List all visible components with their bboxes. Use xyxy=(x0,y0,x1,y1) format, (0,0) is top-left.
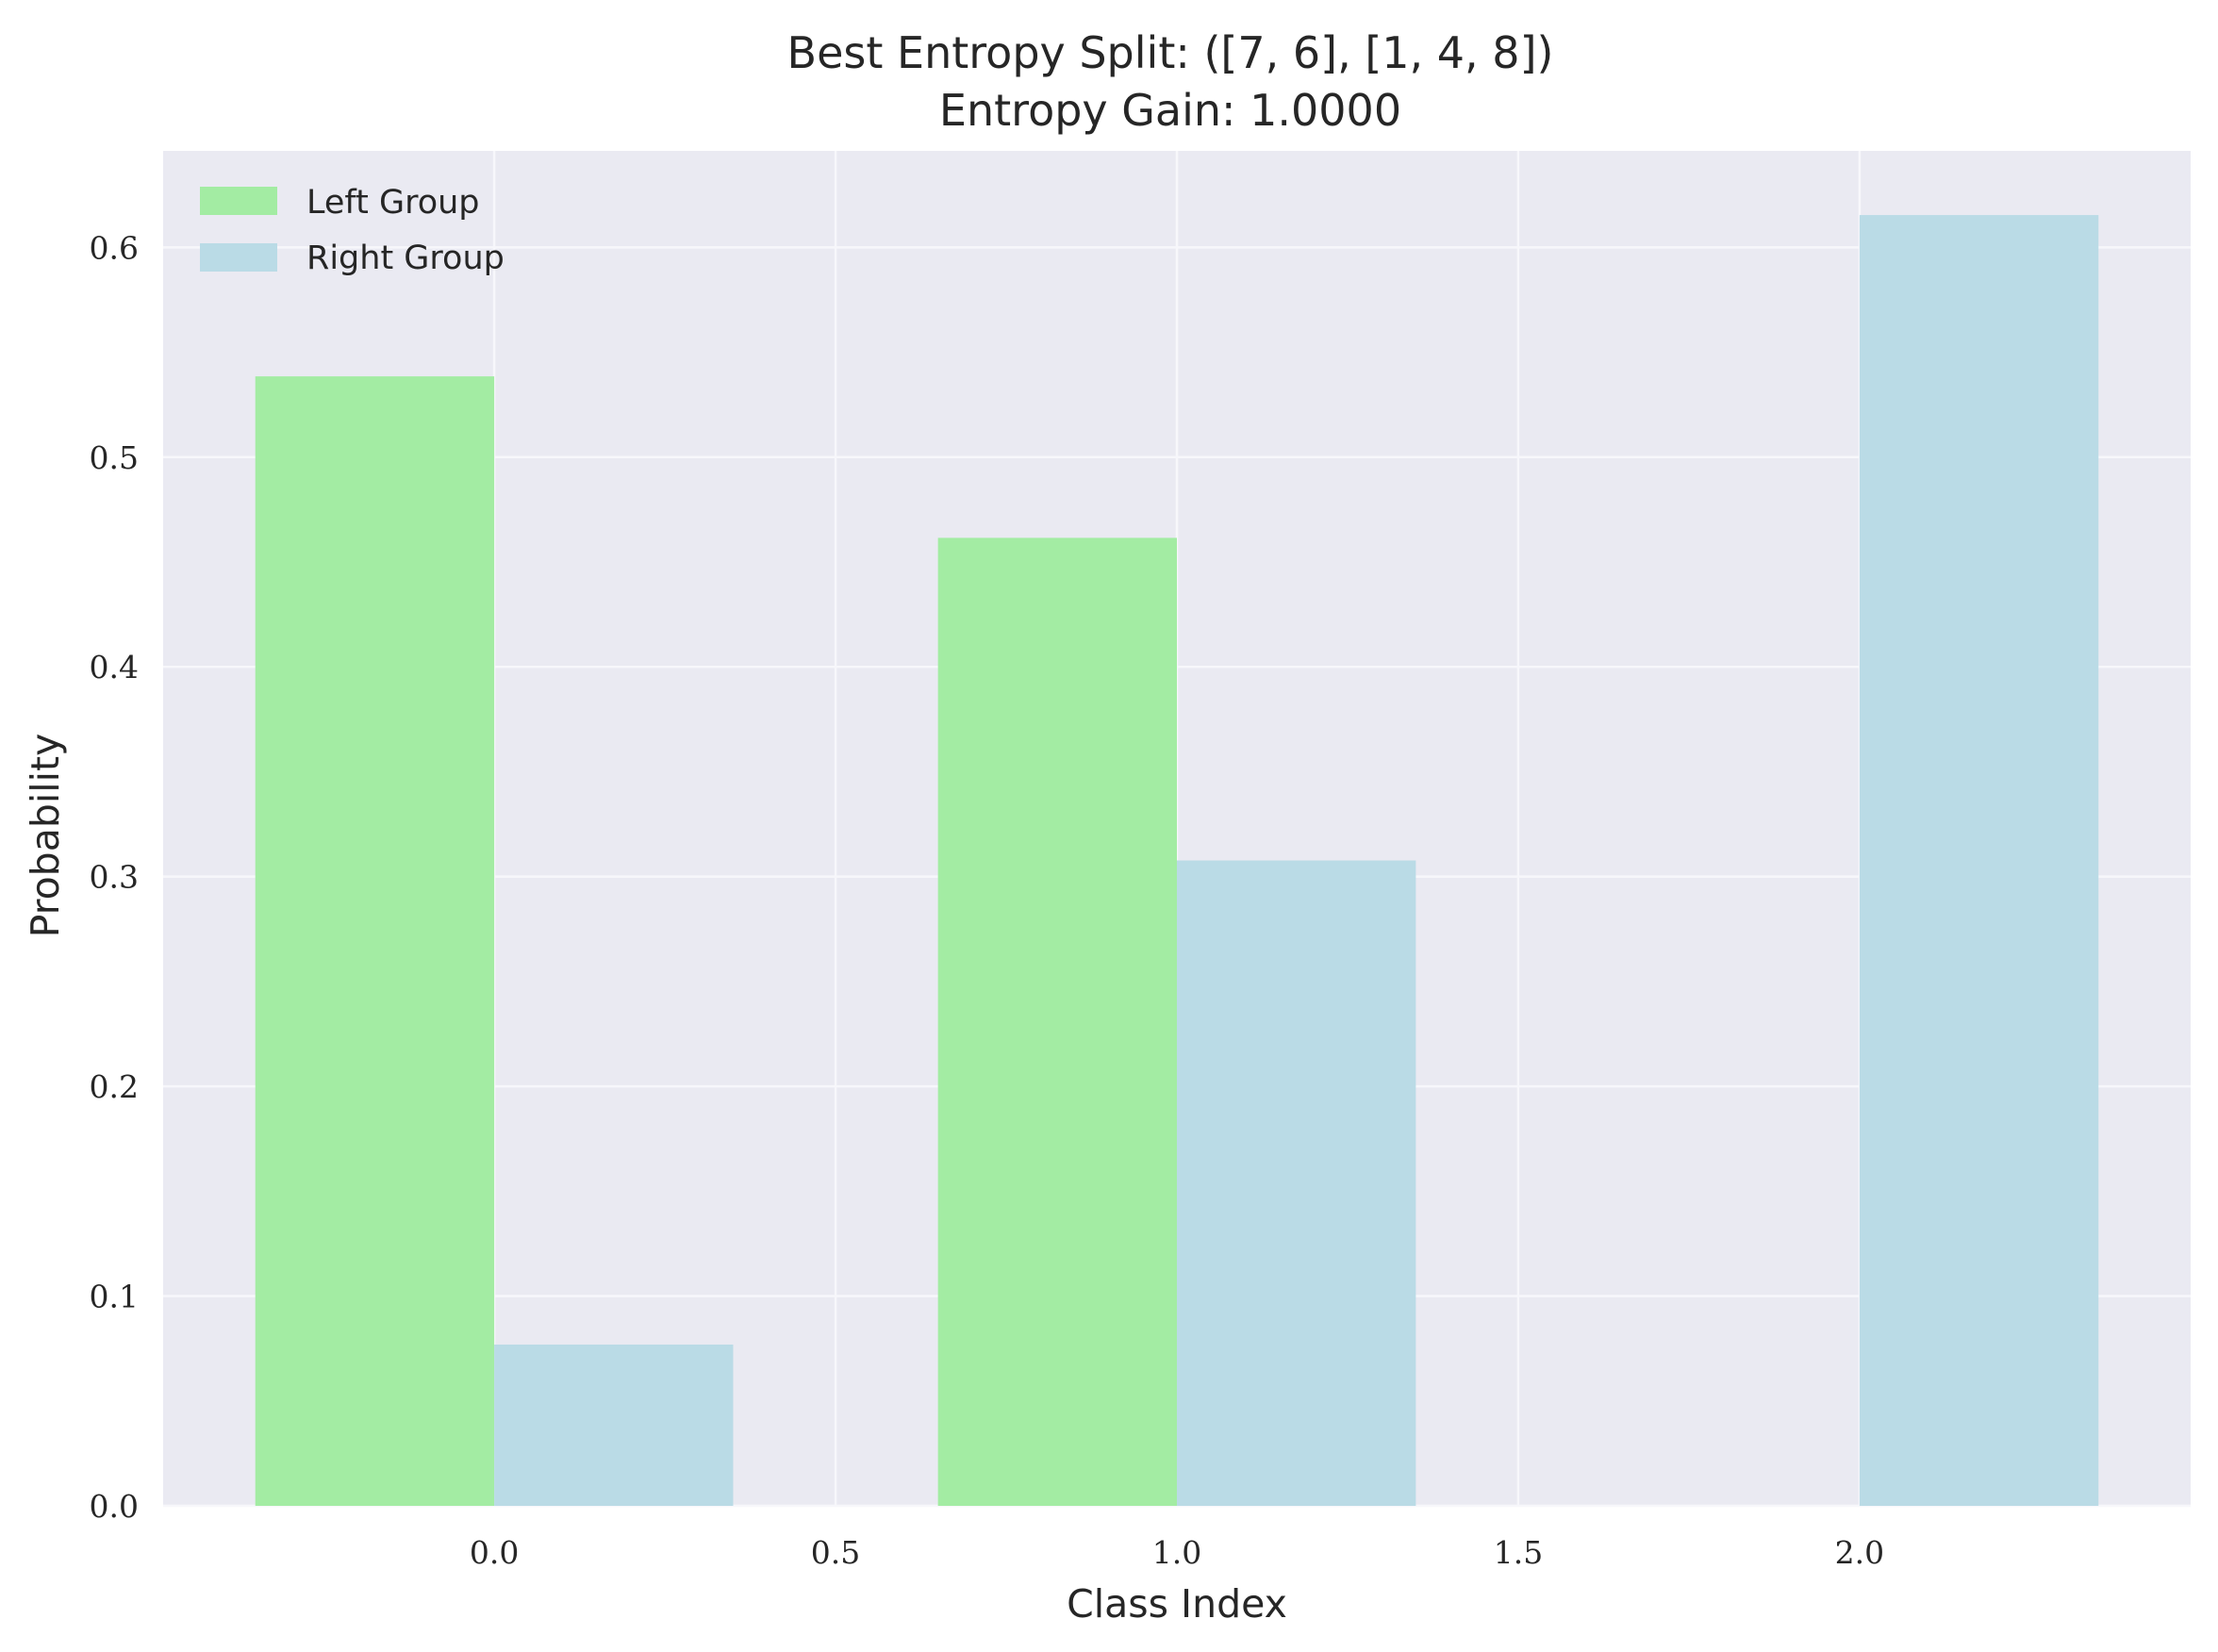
x-tick-label: 0.5 xyxy=(811,1534,860,1571)
chart-subtitle: Entropy Gain: 1.0000 xyxy=(939,85,1401,136)
bars xyxy=(255,215,2099,1507)
bar-right-group-0 xyxy=(494,1344,734,1506)
x-tick-label: 1.0 xyxy=(1152,1534,1201,1571)
legend-swatch-right-group xyxy=(200,243,277,272)
legend-label-right-group: Right Group xyxy=(306,240,505,277)
y-tick-label: 0.2 xyxy=(90,1068,139,1105)
bar-right-group-2 xyxy=(1859,215,2099,1507)
y-tick-label: 0.4 xyxy=(90,649,139,686)
y-axis-ticks: 0.0 0.1 0.2 0.3 0.4 0.5 0.6 xyxy=(90,229,139,1525)
chart-title: Best Entropy Split: ([7, 6], [1, 4, 8]) xyxy=(787,27,1554,78)
x-axis-ticks: 0.0 0.5 1.0 1.5 2.0 xyxy=(470,1534,1884,1571)
y-tick-label: 0.6 xyxy=(90,229,139,266)
bar-left-group-0 xyxy=(255,376,495,1506)
x-tick-label: 2.0 xyxy=(1835,1534,1884,1571)
x-tick-label: 1.5 xyxy=(1494,1534,1543,1571)
y-tick-label: 0.5 xyxy=(90,439,139,476)
x-tick-label: 0.0 xyxy=(470,1534,519,1571)
legend-label-left-group: Left Group xyxy=(306,184,480,222)
y-tick-label: 0.0 xyxy=(90,1488,139,1525)
legend-swatch-left-group xyxy=(200,187,277,215)
bar-right-group-1 xyxy=(1177,860,1416,1506)
y-axis-label: Probability xyxy=(23,734,68,938)
x-axis-label: Class Index xyxy=(1067,1581,1287,1627)
bar-left-group-1 xyxy=(937,537,1177,1506)
y-tick-label: 0.1 xyxy=(90,1279,139,1315)
legend: Left Group Right Group xyxy=(200,184,505,277)
y-tick-label: 0.3 xyxy=(90,859,139,896)
